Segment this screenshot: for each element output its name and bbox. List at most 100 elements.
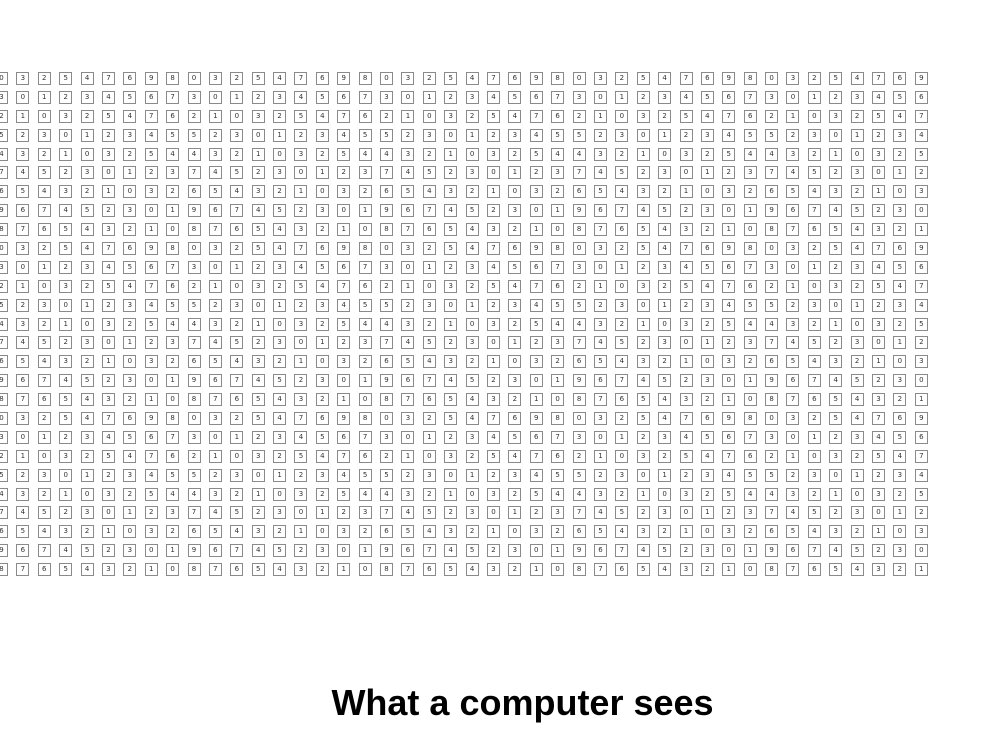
- digit-cell: 2: [615, 412, 629, 426]
- digit-cell: 9: [765, 204, 779, 218]
- digit-cell: 5: [679, 449, 693, 463]
- digit-cell: 3: [444, 355, 458, 369]
- digit-cell: 4: [251, 204, 265, 218]
- digit-cell: 8: [572, 393, 586, 407]
- digit-cell: 2: [593, 468, 607, 482]
- digit-cell: 1: [294, 525, 308, 539]
- digit-cell: 4: [743, 317, 757, 331]
- digit-cell: 4: [16, 336, 30, 350]
- digit-cell: 5: [636, 72, 650, 85]
- digit-cell: 6: [187, 185, 201, 199]
- digit-cell: 2: [508, 487, 522, 501]
- digit-cell: 3: [273, 90, 287, 104]
- digit-cell: 2: [208, 298, 222, 312]
- digit-cell: 3: [166, 166, 180, 180]
- digit-cell: 4: [273, 223, 287, 237]
- digit-cell: 5: [765, 298, 779, 312]
- digit-cell: 6: [743, 449, 757, 463]
- digit-cell: 8: [166, 242, 180, 256]
- digit-cell: 1: [508, 336, 522, 350]
- digit-cell: 1: [615, 430, 629, 444]
- digit-cell: 2: [872, 374, 886, 388]
- digit-cell: 1: [144, 563, 158, 577]
- digit-cell: 0: [807, 279, 821, 293]
- digit-cell: 4: [273, 72, 287, 85]
- digit-cell: 3: [101, 393, 115, 407]
- digit-cell: 5: [679, 279, 693, 293]
- digit-cell: 5: [722, 147, 736, 161]
- digit-cell: 0: [273, 487, 287, 501]
- digit-cell: 2: [123, 147, 137, 161]
- digit-cell: 6: [187, 355, 201, 369]
- digit-cell: 2: [294, 128, 308, 142]
- digit-cell: 4: [337, 468, 351, 482]
- digit-cell: 9: [187, 374, 201, 388]
- digit-cell: 1: [80, 128, 94, 142]
- digit-cell: 5: [615, 166, 629, 180]
- digit-cell: 3: [786, 412, 800, 426]
- digit-cell: 3: [144, 185, 158, 199]
- digit-cell: 2: [829, 260, 843, 274]
- digit-cell: 0: [572, 242, 586, 256]
- digit-cell: 4: [914, 298, 928, 312]
- digit-cell: 2: [722, 336, 736, 350]
- digit-cell: 0: [16, 260, 30, 274]
- digit-cell: 4: [508, 279, 522, 293]
- digit-cell: 6: [230, 563, 244, 577]
- digit-cell: 3: [679, 393, 693, 407]
- digit-cell: 7: [337, 109, 351, 123]
- digit-cell: 0: [765, 242, 779, 256]
- digit-cell: 2: [486, 298, 500, 312]
- digit-cell: 0: [529, 204, 543, 218]
- digit-cell: 5: [144, 487, 158, 501]
- digit-cell: 3: [401, 242, 415, 256]
- digit-cell: 3: [273, 260, 287, 274]
- digit-cell: 3: [101, 147, 115, 161]
- digit-cell: 1: [658, 128, 672, 142]
- digit-cell: 2: [615, 317, 629, 331]
- digit-cell: 4: [273, 563, 287, 577]
- digit-cell: 6: [123, 72, 137, 85]
- digit-cell: 4: [230, 525, 244, 539]
- digit-cell: 3: [208, 317, 222, 331]
- digit-cell: 4: [850, 242, 864, 256]
- digit-cell: 0: [123, 525, 137, 539]
- digit-cell: 3: [658, 430, 672, 444]
- digit-cell: 2: [465, 525, 479, 539]
- digit-cell: 6: [807, 563, 821, 577]
- digit-cell: 2: [273, 355, 287, 369]
- digit-cell: 4: [615, 185, 629, 199]
- digit-cell: 8: [572, 563, 586, 577]
- digit-cell: 8: [380, 223, 394, 237]
- digit-cell: 7: [914, 109, 928, 123]
- digit-cell: 7: [101, 242, 115, 256]
- digit-cell: 5: [807, 336, 821, 350]
- digit-cell: 2: [850, 449, 864, 463]
- digit-cell: 2: [101, 204, 115, 218]
- digit-cell: 0: [187, 412, 201, 426]
- digit-cell: 3: [551, 336, 565, 350]
- digit-cell: 3: [208, 72, 222, 85]
- digit-cell: 3: [486, 487, 500, 501]
- digit-cell: 8: [187, 393, 201, 407]
- digit-cell: 2: [829, 166, 843, 180]
- digit-cell: 7: [786, 563, 800, 577]
- digit-cell: 4: [37, 185, 51, 199]
- digit-cell: 6: [572, 525, 586, 539]
- digit-cell: 4: [829, 204, 843, 218]
- digit-cell: 2: [101, 468, 115, 482]
- digit-cell: 3: [0, 430, 8, 444]
- digit-cell: 2: [636, 166, 650, 180]
- digit-cell: 7: [486, 412, 500, 426]
- digit-cell: 2: [123, 317, 137, 331]
- digit-cell: 5: [872, 279, 886, 293]
- digit-cell: 4: [187, 487, 201, 501]
- digit-cell: 2: [765, 109, 779, 123]
- digit-cell: 0: [615, 279, 629, 293]
- digit-cell: 5: [551, 298, 565, 312]
- digit-cell: 7: [872, 72, 886, 85]
- digit-cell: 1: [529, 223, 543, 237]
- digit-cell: 7: [743, 430, 757, 444]
- digit-cell: 4: [80, 223, 94, 237]
- digit-cell: 4: [872, 260, 886, 274]
